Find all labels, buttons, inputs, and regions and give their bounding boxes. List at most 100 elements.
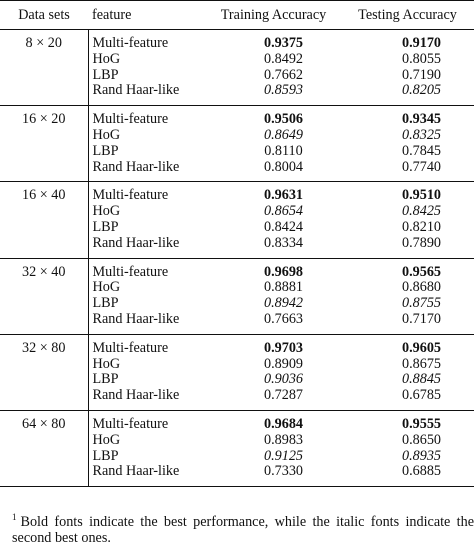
dataset-size-cell: 8 × 20 <box>0 29 89 106</box>
training-accuracy-cell: 0.9684 <box>263 415 303 432</box>
table-row: LBP 0.8424 0.8210 <box>0 218 474 236</box>
testing-accuracy-cell: 0.6885 <box>401 463 441 480</box>
training-accuracy-cell: 0.8942 <box>263 295 303 312</box>
feature-cell: Rand Haar-like <box>92 234 180 251</box>
feature-cell: Multi-feature <box>92 263 169 280</box>
table-row: HoG 0.8654 0.8425 <box>0 203 474 220</box>
feature-cell: HoG <box>92 279 121 296</box>
feature-cell: LBP <box>92 295 119 312</box>
table-row: Rand Haar-like 0.8004 0.7740 <box>0 158 474 182</box>
results-table-region: Data sets feature Training Accuracy Test… <box>0 0 474 487</box>
table-row: 32 × 40 Multi-feature 0.9698 0.9565 <box>0 258 474 335</box>
testing-accuracy-cell: 0.8210 <box>401 218 441 235</box>
table-header: Data sets feature Training Accuracy Test… <box>0 0 474 30</box>
feature-cell: Multi-feature <box>92 187 169 204</box>
header-training-accuracy: Training Accuracy <box>220 7 327 23</box>
table-row: LBP 0.9036 0.8845 <box>0 372 474 388</box>
table-row: Rand Haar-like 0.7330 0.6885 <box>0 463 474 486</box>
training-accuracy-cell: 0.7330 <box>263 463 303 480</box>
testing-accuracy-cell: 0.9565 <box>401 263 441 280</box>
table-row: Rand Haar-like 0.7663 0.7170 <box>0 310 474 334</box>
training-accuracy-cell: 0.7662 <box>263 66 303 83</box>
testing-accuracy-cell: 0.9555 <box>401 415 441 432</box>
dataset-group: 32 × 80 Multi-feature 0.9703 0.9605 HoG 0.890… <box>0 334 474 411</box>
training-accuracy-cell: 0.8492 <box>263 50 303 67</box>
table-row: HoG 0.8649 0.8325 <box>0 126 474 144</box>
table-row: 16 × 40 Multi-feature 0.9631 0.9510 <box>0 181 474 259</box>
table-row: Rand Haar-like 0.7287 0.6785 <box>0 387 474 410</box>
training-accuracy-cell: 0.9125 <box>263 447 303 464</box>
table-row: LBP 0.9125 0.8935 <box>0 447 474 465</box>
testing-accuracy-cell: 0.9170 <box>401 35 441 51</box>
feature-cell: Rand Haar-like <box>92 387 180 404</box>
training-accuracy-cell: 0.8004 <box>263 158 303 175</box>
feature-cell: Multi-feature <box>92 35 169 51</box>
testing-accuracy-cell: 0.9510 <box>401 187 441 204</box>
table-row: HoG 0.8983 0.8650 <box>0 431 474 449</box>
training-accuracy-cell: 0.8334 <box>263 234 303 251</box>
training-accuracy-cell: 0.8654 <box>263 203 303 220</box>
testing-accuracy-cell: 0.7190 <box>401 66 441 83</box>
dataset-size-cell: 32 × 80 <box>0 334 89 411</box>
feature-cell: LBP <box>92 371 119 388</box>
training-accuracy-cell: 0.8424 <box>263 218 303 235</box>
footnote-text: Bold fonts indicate the best performance… <box>12 514 474 546</box>
accuracy-table: Data sets feature Training Accuracy Test… <box>0 0 474 487</box>
feature-cell: Multi-feature <box>92 415 169 432</box>
dataset-group: 8 × 20 Multi-feature 0.9375 0.9170 HoG 0.8492… <box>0 29 474 106</box>
dataset-group: 64 × 80 Multi-feature 0.9684 0.9555 HoG 0.898… <box>0 410 474 487</box>
training-accuracy-cell: 0.8593 <box>263 82 303 99</box>
testing-accuracy-cell: 0.8680 <box>401 279 441 296</box>
dataset-size-cell: 16 × 20 <box>0 105 89 182</box>
training-accuracy-cell: 0.9506 <box>263 111 303 128</box>
table-row: LBP 0.7662 0.7190 <box>0 66 474 84</box>
table-row: Rand Haar-like 0.8334 0.7890 <box>0 234 474 258</box>
dataset-size-cell: 32 × 40 <box>0 258 89 335</box>
testing-accuracy-cell: 0.9345 <box>401 111 441 128</box>
training-accuracy-cell: 0.8110 <box>264 142 303 159</box>
feature-cell: HoG <box>92 203 121 220</box>
table-footnote: 1 Bold fonts indicate the best performanc… <box>12 509 474 546</box>
header-row: Data sets feature Training Accuracy Test… <box>0 0 474 30</box>
testing-accuracy-cell: 0.7170 <box>401 310 441 327</box>
feature-cell: HoG <box>92 126 121 143</box>
testing-accuracy-cell: 0.8935 <box>401 447 441 464</box>
table-row: 16 × 20 Multi-feature 0.9506 0.9345 <box>0 105 474 182</box>
feature-cell: Rand Haar-like <box>92 463 180 480</box>
header-feature: feature <box>92 7 132 23</box>
feature-cell: HoG <box>92 355 121 372</box>
table-row: Rand Haar-like 0.8593 0.8205 <box>0 82 474 105</box>
feature-cell: LBP <box>92 447 119 464</box>
training-accuracy-cell: 0.8909 <box>263 355 303 372</box>
feature-cell: Rand Haar-like <box>92 82 180 99</box>
table-row: LBP 0.8942 0.8755 <box>0 295 474 312</box>
training-accuracy-cell: 0.9631 <box>263 187 303 204</box>
training-accuracy-cell: 0.8983 <box>263 431 303 448</box>
table-row: LBP 0.8110 0.7845 <box>0 142 474 160</box>
training-accuracy-cell: 0.9375 <box>263 35 303 51</box>
feature-cell: Multi-feature <box>92 339 169 356</box>
training-accuracy-cell: 0.9698 <box>263 263 303 280</box>
testing-accuracy-cell: 0.9605 <box>401 339 441 356</box>
header-data-sets: Data sets <box>18 7 70 23</box>
feature-cell: Rand Haar-like <box>92 310 180 327</box>
training-accuracy-cell: 0.9036 <box>263 371 303 388</box>
dataset-group: 32 × 40 Multi-feature 0.9698 0.9565 HoG 0.888… <box>0 258 474 335</box>
training-accuracy-cell: 0.8649 <box>263 126 303 143</box>
feature-cell: Multi-feature <box>92 111 169 128</box>
training-accuracy-cell: 0.7663 <box>263 310 303 327</box>
feature-cell: HoG <box>92 50 121 67</box>
feature-cell: Rand Haar-like <box>92 158 180 175</box>
feature-cell: LBP <box>92 218 119 235</box>
dataset-size-cell: 64 × 80 <box>0 410 89 487</box>
testing-accuracy-cell: 0.8675 <box>401 355 441 372</box>
testing-accuracy-cell: 0.8650 <box>401 431 441 448</box>
testing-accuracy-cell: 0.7740 <box>401 158 441 175</box>
testing-accuracy-cell: 0.8845 <box>401 371 441 388</box>
table-row: HoG 0.8492 0.8055 <box>0 50 474 68</box>
table-row: 8 × 20 Multi-feature 0.9375 0.9170 <box>0 29 474 106</box>
testing-accuracy-cell: 0.8325 <box>401 126 441 143</box>
footnote-marker: 1 <box>12 512 17 522</box>
training-accuracy-cell: 0.8881 <box>263 279 303 296</box>
testing-accuracy-cell: 0.6785 <box>401 387 441 404</box>
